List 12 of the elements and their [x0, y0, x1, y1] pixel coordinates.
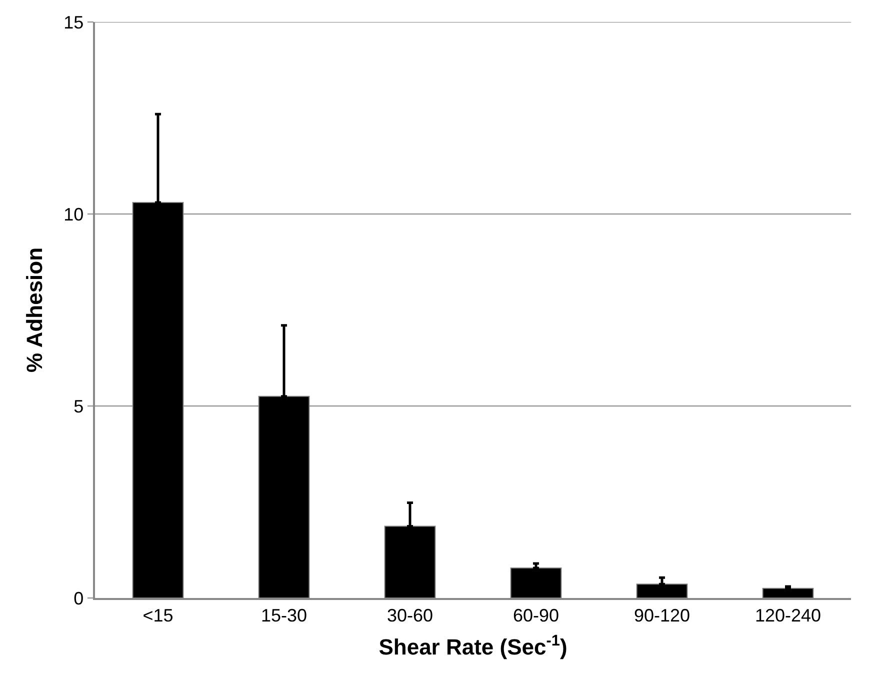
- x-tick-label: 120-240: [754, 605, 822, 626]
- y-tick-label: 0: [74, 588, 84, 608]
- x-tick-label: 60-90: [512, 605, 560, 626]
- y-tick-label: 15: [64, 12, 84, 32]
- y-tick-label: 10: [64, 204, 84, 224]
- y-tick-label: 5: [74, 396, 84, 416]
- x-tick-label: <15: [142, 605, 174, 626]
- x-axis-title: Shear Rate (Sec$^{-1}$): [378, 632, 568, 660]
- x-tick-label: 15-30: [260, 605, 308, 626]
- x-tick-label: 30-60: [386, 605, 434, 626]
- x-tick-label: 90-120: [634, 605, 690, 626]
- y-axis-title: % Adhesion: [22, 247, 47, 373]
